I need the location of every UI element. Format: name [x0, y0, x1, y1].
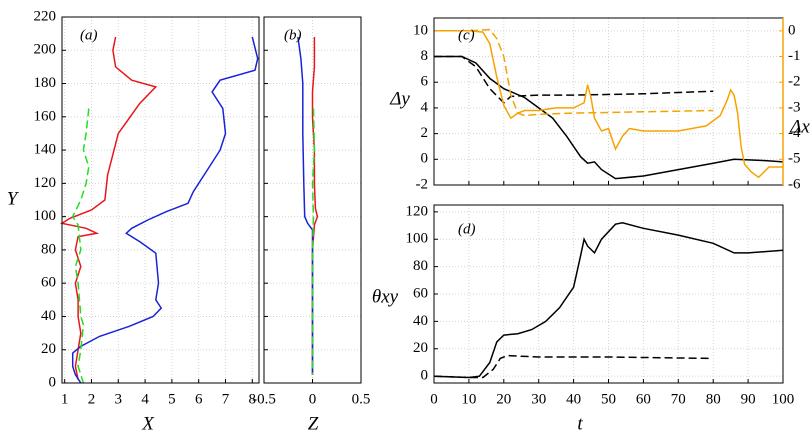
x-tick-label: 5	[168, 391, 176, 407]
x-tick-label: 1	[61, 391, 69, 407]
y-tick-label: 20	[41, 341, 56, 357]
y2-tick-label: -3	[788, 99, 801, 115]
x-tick-label: 0	[309, 391, 317, 407]
x-tick-label: 4	[141, 391, 149, 407]
line-series	[311, 108, 316, 375]
x-axis-label: X	[141, 413, 155, 434]
x-tick-label: 100	[772, 391, 795, 407]
plot-frame	[433, 204, 784, 384]
x-tick-label: 8	[249, 391, 257, 407]
y2-tick-label: -5	[788, 151, 801, 167]
panel-label: (a)	[80, 27, 98, 43]
y-tick-label: 2	[421, 125, 429, 141]
x-tick-label: -0.5	[252, 391, 276, 407]
y-tick-label: 0	[421, 151, 429, 167]
x-axis-label: t	[577, 413, 583, 434]
x-tick-label: 0.5	[352, 391, 371, 407]
y-tick-label: 80	[41, 241, 56, 257]
x-tick-label: 3	[115, 391, 123, 407]
x-tick-label: 0	[430, 391, 438, 407]
x-tick-label: 50	[601, 391, 616, 407]
y-axis-label: Δy	[389, 88, 410, 109]
x-tick-label: 30	[531, 391, 546, 407]
y-tick-label: 140	[34, 142, 57, 158]
y-tick-label: 20	[413, 340, 428, 356]
panel-label: (c)	[458, 27, 475, 43]
y-tick-label: 40	[413, 313, 428, 329]
x-tick-label: 70	[671, 391, 686, 407]
y-tick-label: 0	[421, 368, 429, 384]
y-tick-label: 0	[49, 374, 57, 390]
line-series	[434, 30, 783, 179]
y-tick-label: 160	[34, 108, 57, 124]
y-tick-label: 60	[413, 285, 428, 301]
y-tick-label: 100	[406, 231, 429, 247]
y-tick-label: 80	[413, 258, 428, 274]
line-series	[433, 222, 784, 379]
panel-label: (b)	[284, 27, 302, 43]
y-tick-label: 120	[406, 203, 429, 219]
line-series	[71, 108, 90, 384]
x-tick-label: 7	[222, 391, 230, 407]
line-series	[71, 36, 259, 384]
line-series	[433, 354, 710, 379]
y-axis-label: θxy	[372, 286, 399, 307]
x-axis-label: Z	[308, 413, 319, 434]
y-tick-label: -2	[416, 176, 429, 192]
line-series	[434, 55, 784, 180]
y2-tick-label: -1	[788, 48, 801, 64]
y-tick-label: 60	[41, 275, 56, 291]
x-tick-label: 80	[706, 391, 721, 407]
line-series	[297, 36, 314, 375]
y-tick-label: 180	[34, 75, 57, 91]
y-tick-label: 10	[413, 22, 428, 38]
y-tick-label: 100	[34, 208, 57, 224]
y2-tick-label: -4	[788, 125, 801, 141]
y-tick-label: 6	[421, 74, 429, 90]
x-tick-label: 10	[461, 391, 476, 407]
y-tick-label: 120	[34, 175, 57, 191]
x-tick-label: 6	[195, 391, 203, 407]
y-tick-label: 220	[34, 8, 57, 24]
line-series	[60, 36, 158, 380]
y2-tick-label: 0	[788, 22, 796, 38]
y-tick-label: 200	[34, 42, 57, 58]
y2-tick-label: -2	[788, 74, 801, 90]
line-series	[434, 55, 714, 104]
x-tick-label: 60	[636, 391, 651, 407]
line-series	[434, 28, 714, 117]
x-tick-label: 2	[88, 391, 96, 407]
y-tick-label: 4	[421, 99, 429, 115]
y2-axis-label: Δx	[789, 116, 810, 137]
x-tick-label: 90	[741, 391, 756, 407]
plot-frame	[263, 16, 362, 384]
panel-label: (d)	[458, 221, 476, 237]
y2-tick-label: -6	[788, 176, 801, 192]
y-axis-label: Y	[7, 188, 20, 209]
plot-frame	[61, 16, 260, 384]
y-tick-label: 8	[421, 48, 429, 64]
x-tick-label: 40	[566, 391, 581, 407]
x-tick-label: 20	[496, 391, 511, 407]
y-tick-label: 40	[41, 308, 56, 324]
